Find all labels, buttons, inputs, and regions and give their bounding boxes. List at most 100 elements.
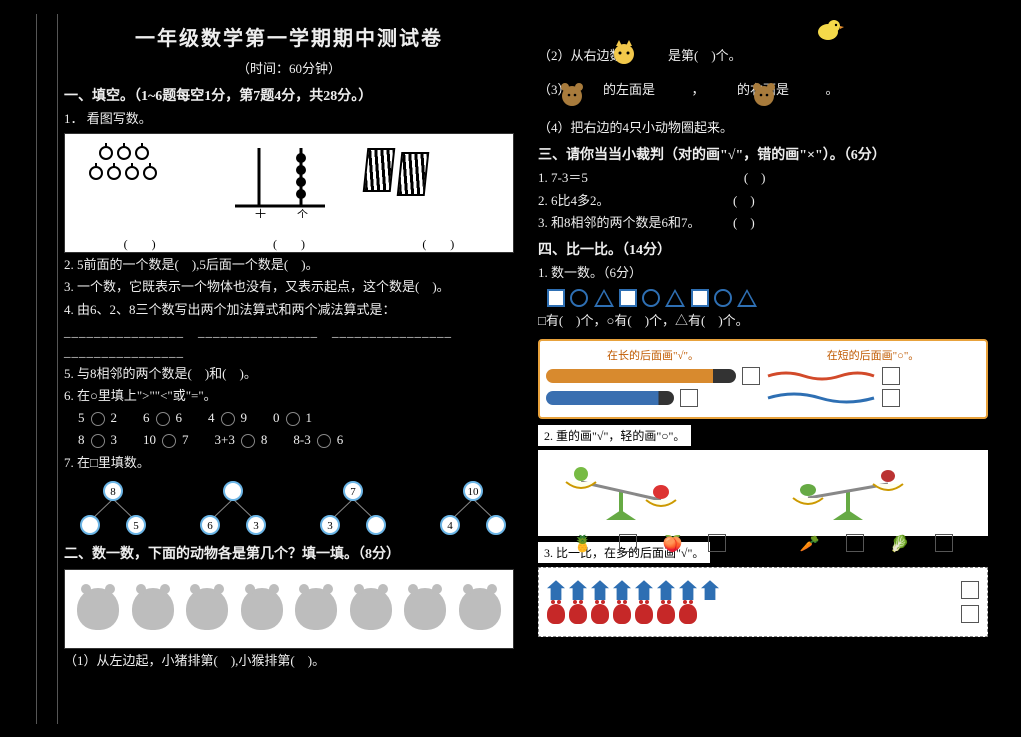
answer-parens: ( ) ( ) ( ) — [65, 235, 513, 252]
bond-3-bl: 3 — [320, 515, 340, 535]
q2-4-line: （4）把右边的4只小动物圈起来。 — [538, 118, 988, 138]
animal-5-icon — [295, 588, 337, 630]
checkbox[interactable] — [882, 389, 900, 407]
checkbox[interactable] — [961, 581, 979, 599]
shape-square-icon — [691, 289, 709, 307]
shape-triangle-icon — [665, 289, 685, 307]
string-b-icon — [766, 390, 876, 406]
carrot-icon: 🥕 — [800, 534, 820, 554]
q6-line: 6. 在○里填上">""<"或"="。 — [64, 386, 514, 406]
pencil-long-icon — [546, 369, 736, 383]
bear-right-icon — [750, 80, 780, 110]
sticks-group — [365, 148, 455, 208]
shape-triangle-icon — [594, 289, 614, 307]
long-hdr: 在长的后面画"√"。 — [546, 347, 760, 363]
long-side: 在长的后面画"√"。 — [546, 347, 760, 411]
worksheet-sheet: 一年级数学第一学期期中测试卷 （时间：60分钟） 一、填空。（1~6题每空1分，… — [36, 14, 1006, 724]
animal-1-icon — [77, 588, 119, 630]
svg-text:十: 十 — [255, 207, 266, 218]
animal-7-icon — [404, 588, 446, 630]
red-item-icon — [613, 604, 631, 624]
weight-compare-panel: 🍍 🍑 🥕 🥬 — [538, 450, 988, 536]
right-column: （2）从右边数， 是第( )个。 （3） 的左面是 ， 的右面是 。 （4）把右… — [524, 14, 1006, 724]
red-item-icon — [569, 604, 587, 624]
checkbox[interactable] — [619, 534, 637, 552]
checkbox[interactable] — [961, 605, 979, 623]
bond-3: 7 3 — [318, 481, 388, 537]
q2-3-a: （3） 的左面是 — [538, 82, 655, 97]
bond-4-br[interactable] — [486, 515, 506, 535]
red-item-icon — [657, 604, 675, 624]
q1-num: 1． — [64, 111, 84, 126]
q3-line: 3. 一个数，它既表示一个物体也没有，又表示起点，这个数是( )。 — [64, 277, 514, 297]
animal-8-icon — [459, 588, 501, 630]
checkbox[interactable] — [935, 534, 953, 552]
svg-text:个: 个 — [297, 208, 308, 218]
sub2-hdr: 2. 重的画"√"，轻的画"○"。 — [538, 425, 691, 446]
judge-2: 2. 6比4多2。 ( ) — [538, 191, 988, 211]
red-item-icon — [591, 604, 609, 624]
cat-icon — [610, 38, 640, 68]
blue-item-icon — [591, 580, 609, 600]
bond-4-top: 10 — [463, 481, 483, 501]
q5-line: 5. 与8相邻的两个数是( )和( )。 — [64, 364, 514, 384]
section-4-heading: 四、比一比。（14分） — [538, 239, 988, 259]
bond-1-bl[interactable] — [80, 515, 100, 535]
shape-triangle-icon — [737, 289, 757, 307]
string-b-row — [766, 389, 980, 407]
pencil-short-row — [546, 389, 760, 407]
bond-1: 8 5 — [78, 481, 148, 537]
animals-row-panel — [64, 569, 514, 649]
red-item-icon — [635, 604, 653, 624]
bond-2-br: 3 — [246, 515, 266, 535]
blue-item-icon — [701, 580, 719, 600]
section-1-heading: 一、填空。（1~6题每空1分，第7题4分，共28分。） — [64, 85, 514, 105]
bear-left-icon — [558, 80, 588, 110]
scale-left: 🍍 🍑 — [546, 460, 753, 530]
q4-line: 4. 由6、2、8三个数写出两个加法算式和两个减法算式是： — [64, 300, 514, 320]
q6a: 52 66 49 01 — [78, 408, 514, 428]
checkbox[interactable] — [742, 367, 760, 385]
q2-3-c: 。 — [826, 82, 839, 97]
bond-3-br[interactable] — [366, 515, 386, 535]
pineapple-icon: 🍍 — [573, 534, 593, 554]
more-compare-panel — [538, 567, 988, 637]
blue-item-icon — [547, 580, 565, 600]
red-item-icon — [547, 604, 565, 624]
animal-4-icon — [241, 588, 283, 630]
checkbox[interactable] — [680, 389, 698, 407]
section-2-heading: 二、数一数，下面的动物各是第几个？填一填。（8分） — [64, 543, 514, 563]
blue-item-icon — [635, 580, 653, 600]
short-hdr: 在短的后面画"○"。 — [766, 347, 980, 363]
peach-icon: 🍑 — [663, 534, 683, 554]
left-column: 一年级数学第一学期期中测试卷 （时间：60分钟） 一、填空。（1~6题每空1分，… — [36, 14, 524, 724]
worksheet-title: 一年级数学第一学期期中测试卷 — [64, 22, 514, 51]
red-row — [547, 604, 979, 624]
bond-2-top[interactable] — [223, 481, 243, 501]
q7-line: 7. 在□里填数。 — [64, 453, 514, 473]
short-side: 在短的后面画"○"。 — [766, 347, 980, 411]
checkbox[interactable] — [846, 534, 864, 552]
string-a-icon — [766, 368, 876, 384]
animal-3-icon — [186, 588, 228, 630]
q1-text: 看图写数。 — [87, 111, 152, 126]
q2-1-line: （1）从左边起，小猪排第( ),小猴排第( )。 — [64, 651, 514, 671]
subtitle-time: （时间：60分钟） — [64, 59, 514, 79]
checkbox[interactable] — [708, 534, 726, 552]
radish-icon: 🥬 — [890, 534, 910, 554]
bond-2: 6 3 — [198, 481, 268, 537]
bond-1-br: 5 — [126, 515, 146, 535]
scale-right: 🥕 🥬 — [773, 460, 980, 530]
pencil-long-row — [546, 367, 760, 385]
q4-blanks: ________________ ________________ ______… — [64, 322, 514, 362]
chick-icon — [814, 16, 844, 42]
animal-6-icon — [350, 588, 392, 630]
shapes-row — [546, 287, 988, 307]
figure-count-panel: 十 个 ( ) ( ) ( ) — [64, 133, 514, 253]
blue-item-icon — [613, 580, 631, 600]
shape-circle-icon — [642, 289, 660, 307]
shape-circle-icon — [570, 289, 588, 307]
blue-item-icon — [679, 580, 697, 600]
checkbox[interactable] — [882, 367, 900, 385]
bond-1-top: 8 — [103, 481, 123, 501]
